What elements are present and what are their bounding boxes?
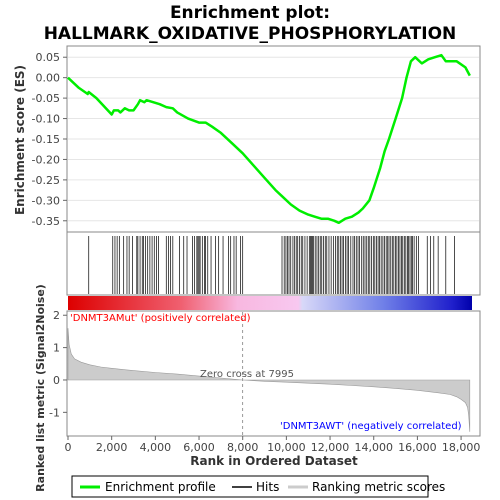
x-tick-label: 8,000 xyxy=(227,441,259,454)
metric-series xyxy=(67,312,471,435)
zero-cross-label: Zero cross at 7995 xyxy=(200,369,294,380)
es-y-tick-label: -0.10 xyxy=(32,113,60,126)
es-y-tick-label: 0.05 xyxy=(36,51,61,64)
x-axis-label: Rank in Ordered Dataset xyxy=(190,454,358,468)
x-tick-label: 14,000 xyxy=(354,441,393,454)
metric-x-axis: 0 2,000 4,000 6,000 8,000 10,000 12,000 14,000 1… xyxy=(65,436,481,454)
es-grid xyxy=(68,56,479,222)
rank-colorbar xyxy=(68,296,472,310)
legend-metric-label: Ranking metric scores xyxy=(312,480,445,494)
es-y-tick-label: -0.05 xyxy=(32,92,60,105)
metric-y-tick-label: 2 xyxy=(53,309,60,322)
metric-y-tick-label: -1 xyxy=(49,406,60,419)
es-y-axis: 0.05 0.00 -0.05 -0.10 -0.15 -0.20 -0.25 -0.30 -0… xyxy=(32,51,67,228)
es-y-tick-label: -0.25 xyxy=(32,174,60,187)
metric-area xyxy=(67,328,471,432)
es-y-axis-label: Enrichment score (ES) xyxy=(13,65,27,215)
metric-y-axis-label: Ranked list metric (Signal2Noise) xyxy=(34,284,47,492)
legend-hits-label: Hits xyxy=(256,480,279,494)
x-tick-label: 16,000 xyxy=(398,441,437,454)
x-tick-label: 2,000 xyxy=(96,441,128,454)
metric-y-tick-label: 0 xyxy=(53,374,60,387)
es-line xyxy=(67,53,471,225)
legend: Enrichment profile Hits Ranking metric s… xyxy=(71,475,445,498)
chart-title-line2: HALLMARK_OXIDATIVE_PHOSPHORYLATION xyxy=(44,24,457,44)
positive-correlation-label: 'DNMT3AMut' (positively correlated) xyxy=(70,313,251,324)
es-series xyxy=(67,53,471,225)
es-y-tick-label: -0.35 xyxy=(32,215,60,228)
es-y-tick-label: -0.30 xyxy=(32,194,60,207)
x-tick-label: 4,000 xyxy=(140,441,172,454)
legend-es-label: Enrichment profile xyxy=(105,480,216,494)
es-y-tick-label: -0.15 xyxy=(32,133,60,146)
es-y-tick-label: -0.20 xyxy=(32,153,60,166)
chart-title-line1: Enrichment plot: xyxy=(170,3,330,23)
metric-y-axis: 2 1 0 -1 xyxy=(49,309,67,419)
es-y-tick-label: 0.00 xyxy=(36,72,61,85)
hits-series xyxy=(88,236,455,294)
x-tick-label: 6,000 xyxy=(183,441,215,454)
x-tick-label: 0 xyxy=(65,441,72,454)
x-tick-label: 10,000 xyxy=(267,441,306,454)
x-tick-label: 18,000 xyxy=(442,441,481,454)
negative-correlation-label: 'DNMT3AWT' (negatively correlated) xyxy=(280,421,462,432)
x-tick-label: 12,000 xyxy=(311,441,350,454)
metric-y-tick-label: 1 xyxy=(53,342,60,355)
